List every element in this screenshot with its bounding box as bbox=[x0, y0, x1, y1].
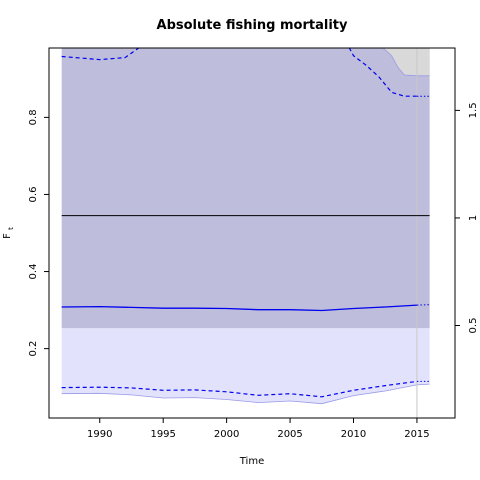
y-tick-label: 0.4 bbox=[28, 264, 39, 280]
y-axis-label-subscript: t bbox=[7, 227, 15, 230]
y2-tick-label: 1.5 bbox=[468, 102, 479, 118]
x-axis: 1990 1995 2000 2005 2010 2015 bbox=[87, 418, 430, 440]
plot-frame bbox=[48, 47, 456, 419]
ci-upper-line bbox=[61, 48, 417, 97]
ci-lower-line bbox=[61, 380, 417, 398]
y-tick-label: 0.6 bbox=[28, 187, 39, 203]
y2-tick-label: 0.5 bbox=[468, 318, 479, 334]
y-tick-label: 0.8 bbox=[28, 109, 39, 125]
ci-band bbox=[61, 328, 430, 404]
y-tick-label: 0.2 bbox=[28, 341, 39, 357]
y-axis-label: F t bbox=[2, 227, 15, 239]
x-tick-label: 2000 bbox=[214, 429, 239, 440]
x-tick-label: 2005 bbox=[277, 429, 302, 440]
plot-area bbox=[61, 48, 430, 418]
y-axis-label-main: F bbox=[2, 233, 13, 239]
x-tick-label: 2015 bbox=[404, 429, 429, 440]
fmsy-band bbox=[61, 48, 430, 329]
ci-band-lower-edge bbox=[61, 383, 430, 405]
prediction-band-edge bbox=[382, 48, 430, 77]
y2-tick-label: 1 bbox=[468, 215, 479, 221]
chart-title: Absolute fishing mortality bbox=[157, 18, 348, 33]
x-tick-label: 1995 bbox=[150, 429, 175, 440]
x-tick-label: 2010 bbox=[341, 429, 366, 440]
svg-text:F t: F t bbox=[2, 227, 15, 239]
x-axis-label: Time bbox=[239, 456, 264, 467]
x-tick-label: 1990 bbox=[87, 429, 112, 440]
estimate-line bbox=[61, 304, 417, 312]
secondary-y-axis: 0.5 1 1.5 bbox=[455, 102, 479, 333]
y-axis: 0.2 0.4 0.6 0.8 bbox=[28, 109, 49, 357]
